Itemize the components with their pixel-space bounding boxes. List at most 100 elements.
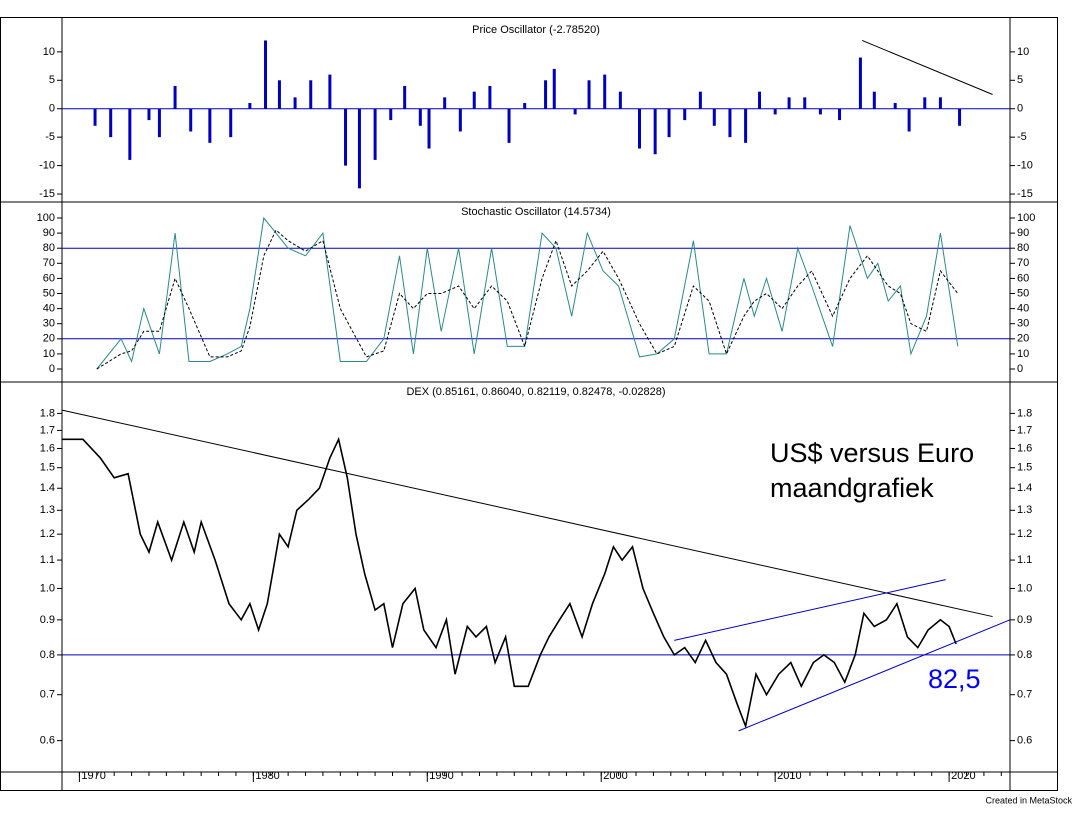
line-series xyxy=(96,216,959,370)
y-tick-label: 10 xyxy=(43,46,55,58)
y-tick-label: -5 xyxy=(1017,131,1027,143)
trend-line xyxy=(674,579,946,641)
y-tick-label: 50 xyxy=(43,287,55,299)
y-tick-label: 1.5 xyxy=(40,462,55,474)
bar xyxy=(389,108,393,121)
y-tick-label: 0.6 xyxy=(40,735,55,747)
y-tick-label: 20 xyxy=(1017,333,1029,345)
y-tick-label: 10 xyxy=(1017,348,1029,360)
frame xyxy=(0,17,1058,791)
x-tick-label: 1990 xyxy=(429,770,453,782)
line-series xyxy=(96,229,959,370)
y-tick-label: 5 xyxy=(1017,74,1023,86)
y-tick-label: 70 xyxy=(1017,257,1029,269)
y-tick-label: 0.8 xyxy=(1017,649,1032,661)
y-tick-label: -5 xyxy=(45,131,55,143)
panel-title: DEX (0.85161, 0.86040, 0.82119, 0.82478,… xyxy=(406,386,665,398)
y-tick-label: 30 xyxy=(43,318,55,330)
y-tick-label: 1.0 xyxy=(40,582,55,594)
y-tick-label: 1.4 xyxy=(40,482,55,494)
y-tick-label: 10 xyxy=(43,348,55,360)
trend-line xyxy=(738,619,1011,732)
y-tick-label: 1.6 xyxy=(1017,442,1032,454)
y-tick-label: 0.9 xyxy=(1017,614,1032,626)
y-tick-label: -10 xyxy=(1017,160,1033,172)
y-tick-label: 0 xyxy=(49,103,55,115)
y-tick-label: 60 xyxy=(43,272,55,284)
y-tick-label: 90 xyxy=(1017,227,1029,239)
y-tick-label: 100 xyxy=(1017,212,1035,224)
y-tick-label: 1.8 xyxy=(1017,407,1032,419)
bar xyxy=(488,85,492,109)
y-tick-label: 10 xyxy=(1017,46,1029,58)
trend-line xyxy=(61,409,993,618)
bar xyxy=(208,108,212,143)
y-tick-label: -15 xyxy=(39,188,55,200)
bar xyxy=(653,108,657,155)
bar xyxy=(858,57,862,109)
x-tick-label: 2000 xyxy=(603,770,627,782)
bar xyxy=(248,103,252,109)
annotation: 82,5 xyxy=(928,664,981,694)
bar xyxy=(893,103,897,109)
bar xyxy=(758,91,762,109)
y-tick-label: 1.7 xyxy=(1017,424,1032,436)
line-series xyxy=(62,436,957,729)
y-tick-label: 50 xyxy=(1017,287,1029,299)
y-tick-label: -10 xyxy=(39,160,55,172)
y-tick-label: 80 xyxy=(43,242,55,254)
bar xyxy=(418,108,422,126)
y-tick-label: 0 xyxy=(1017,363,1023,375)
bar xyxy=(443,97,447,109)
y-tick-label: 90 xyxy=(43,227,55,239)
y-tick-label: 60 xyxy=(1017,272,1029,284)
bar xyxy=(472,91,476,109)
bar xyxy=(173,85,177,109)
bar xyxy=(637,108,641,149)
y-tick-label: 80 xyxy=(1017,242,1029,254)
annotation: maandgrafiek xyxy=(770,473,934,503)
y-tick-label: 1.4 xyxy=(1017,482,1032,494)
y-tick-label: 0.7 xyxy=(1017,689,1032,701)
y-tick-label: 30 xyxy=(1017,318,1029,330)
bar xyxy=(667,108,671,138)
y-tick-label: 1.6 xyxy=(40,442,55,454)
bar xyxy=(683,108,687,121)
y-tick-label: 1.3 xyxy=(1017,504,1032,516)
y-tick-label: 0.9 xyxy=(40,614,55,626)
bar xyxy=(309,80,313,109)
bar xyxy=(357,108,361,189)
bar xyxy=(427,108,431,149)
bar xyxy=(264,40,268,109)
bar xyxy=(573,108,577,115)
bar xyxy=(277,80,281,109)
bar xyxy=(803,97,807,109)
bar xyxy=(189,108,193,132)
bar xyxy=(603,74,607,109)
bar xyxy=(744,108,748,143)
bar xyxy=(157,108,161,138)
y-tick-label: 40 xyxy=(1017,303,1029,315)
bar xyxy=(403,85,407,109)
y-tick-label: 0 xyxy=(49,363,55,375)
bar xyxy=(838,108,842,121)
bar xyxy=(587,80,591,109)
y-tick-label: 20 xyxy=(43,333,55,345)
footer: Created in MetaStock xyxy=(985,795,1072,805)
bar xyxy=(773,108,777,115)
bar xyxy=(544,80,548,109)
bar xyxy=(618,91,622,109)
y-tick-label: 1.1 xyxy=(40,554,55,566)
y-tick-label: 1.1 xyxy=(1017,554,1032,566)
x-tick-label: 2020 xyxy=(951,770,975,782)
trend-line xyxy=(861,40,993,95)
annotation: US$ versus Euro xyxy=(770,438,974,468)
bar xyxy=(872,91,876,109)
y-tick-label: 1.2 xyxy=(1017,528,1032,540)
y-tick-label: 0.6 xyxy=(1017,735,1032,747)
bar xyxy=(923,97,927,109)
y-tick-label: 0.8 xyxy=(40,649,55,661)
bar xyxy=(293,97,297,109)
y-tick-label: 5 xyxy=(49,74,55,86)
